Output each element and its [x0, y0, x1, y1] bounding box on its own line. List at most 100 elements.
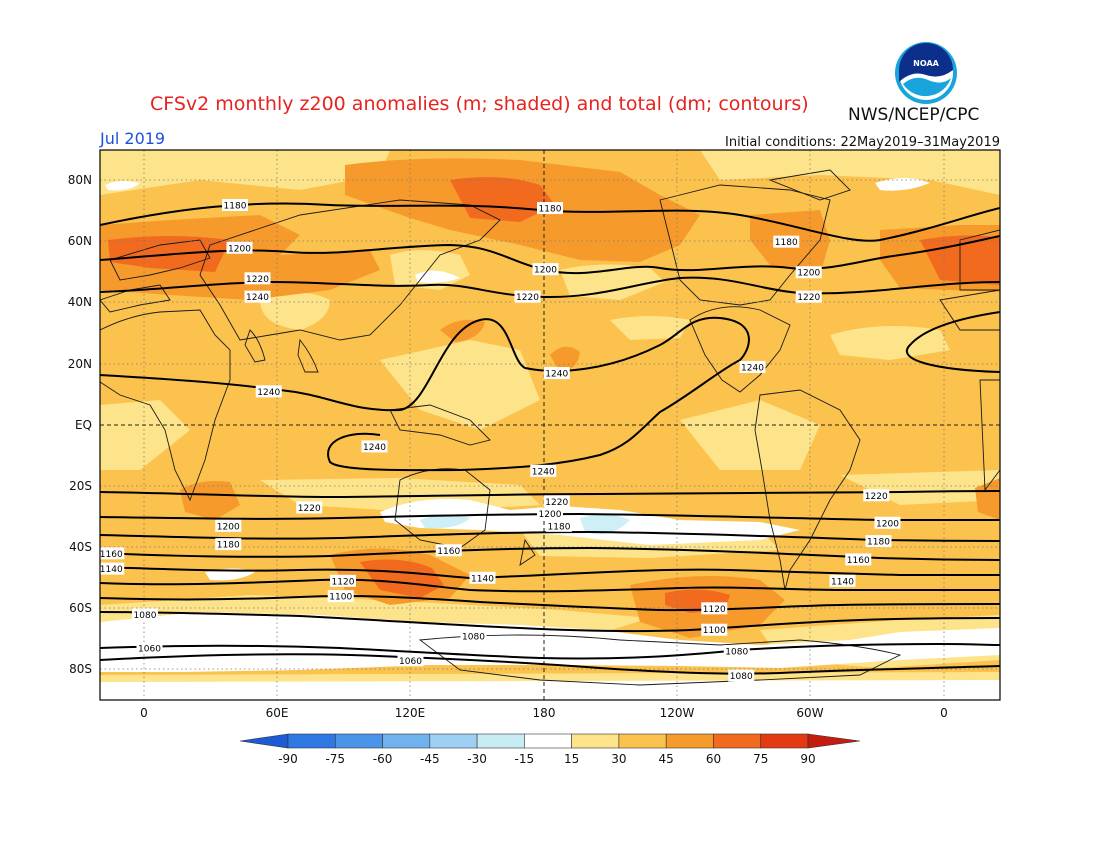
contour-label: 1200	[532, 263, 559, 276]
lon-tick-label: 120E	[395, 706, 426, 720]
colorbar-tick-label: 75	[753, 752, 768, 766]
colorbar-segment	[429, 733, 478, 749]
lon-tick-label: 60W	[796, 706, 823, 720]
chart-title: CFSv2 monthly z200 anomalies (m; shaded)…	[150, 93, 809, 115]
contour-label: 1160	[98, 547, 125, 560]
lat-tick-label: 80N	[68, 173, 92, 187]
contour-label: 1100	[701, 623, 728, 636]
contour-label: 1240	[255, 385, 282, 398]
colorbar-segment	[287, 733, 336, 749]
height-contours	[100, 202, 1000, 675]
contour-label: 1080	[132, 608, 158, 621]
contour-label: 1240	[530, 464, 557, 477]
colorbar-segment	[382, 733, 431, 749]
contour-label: 1220	[795, 290, 822, 303]
colorbar-segment	[571, 733, 620, 749]
svg-text:1180: 1180	[867, 538, 890, 548]
svg-text:1160: 1160	[847, 556, 870, 566]
lon-axis: 0 60E 120E 180 120W 60W 0	[140, 706, 948, 720]
contour-label: 1180	[215, 538, 242, 551]
svg-text:1120: 1120	[332, 577, 355, 587]
colorbar-segment	[665, 733, 714, 749]
svg-text:1100: 1100	[329, 593, 352, 603]
contour-label: 1220	[296, 501, 323, 514]
svg-text:1240: 1240	[363, 443, 386, 453]
svg-text:1140: 1140	[471, 574, 494, 584]
svg-text:1180: 1180	[217, 541, 240, 551]
svg-text:1080: 1080	[725, 648, 748, 658]
contour-label: 1180	[537, 202, 563, 215]
svg-text:1160: 1160	[100, 550, 123, 560]
contour-label: 1240	[361, 440, 388, 453]
svg-text:1180: 1180	[548, 522, 571, 532]
contour-label: 1240	[244, 290, 271, 303]
svg-text:1060: 1060	[138, 645, 161, 655]
svg-text:1140: 1140	[831, 577, 854, 587]
lon-tick-label: 120W	[660, 706, 695, 720]
svg-text:1220: 1220	[246, 275, 269, 285]
contour-label: 1220	[863, 489, 890, 502]
contour-label: 1060	[397, 654, 424, 667]
contour-label: 1200	[874, 516, 901, 529]
svg-text:1180: 1180	[224, 202, 247, 212]
contour-label: 1200	[795, 266, 822, 279]
lon-tick-label: 0	[940, 706, 948, 720]
colorbar-segment	[476, 733, 525, 749]
svg-text:1060: 1060	[399, 657, 422, 667]
colorbar: -90 -75 -60 -45 -30 -15 15 30 45 60 75 90	[239, 733, 861, 766]
svg-text:1200: 1200	[228, 244, 251, 254]
contour-label: 1220	[244, 272, 271, 285]
contour-label: 1080	[460, 629, 487, 642]
lat-axis: 80N 60N 40N 20N EQ 20S 40S 60S 80S	[68, 173, 92, 676]
svg-text:1240: 1240	[532, 467, 555, 477]
colorbar-segment	[524, 733, 572, 749]
svg-text:1220: 1220	[865, 492, 888, 502]
svg-text:1200: 1200	[534, 266, 557, 276]
contour-label: 1100	[327, 590, 354, 603]
colorbar-tick-label: 45	[659, 752, 674, 766]
lon-tick-label: 60E	[266, 706, 289, 720]
svg-text:NOAA: NOAA	[913, 59, 939, 68]
contour-label: 1120	[701, 602, 728, 615]
map-panel: 1180 1180 1180 1200 1200 1200 1220 1220 1220 1240…	[98, 149, 1001, 701]
contour-label: 1080	[728, 669, 755, 682]
svg-text:1140: 1140	[100, 565, 123, 575]
svg-text:1180: 1180	[775, 238, 798, 248]
svg-text:1220: 1220	[797, 293, 820, 303]
contour-label: 1180	[546, 519, 572, 532]
colorbar-segment	[334, 733, 383, 749]
contour-labels: 1180 1180 1180 1200 1200 1200 1220 1220 1220 1240…	[98, 199, 901, 682]
colorbar-segment	[618, 733, 667, 749]
lat-tick-label: 40N	[68, 295, 92, 309]
contour-label: 1060	[136, 642, 163, 655]
lat-tick-label: 80S	[69, 662, 92, 676]
contour-label: 1160	[435, 544, 462, 557]
svg-text:1200: 1200	[876, 519, 899, 529]
contour-label: 1180	[865, 535, 892, 548]
lon-tick-label: 0	[140, 706, 148, 720]
svg-text:1220: 1220	[298, 504, 321, 514]
colorbar-tick-label: -30	[467, 752, 487, 766]
svg-text:1240: 1240	[741, 363, 764, 373]
contour-label: 1200	[226, 241, 253, 254]
contour-label: 1220	[514, 290, 541, 303]
map-frame	[99, 149, 1001, 701]
svg-text:1080: 1080	[730, 672, 753, 682]
contour-label: 1080	[723, 645, 750, 658]
lat-tick-label: 20N	[68, 357, 92, 371]
contour-label: 1200	[537, 507, 563, 520]
svg-text:1200: 1200	[539, 510, 562, 520]
contour-label: 1240	[739, 360, 766, 373]
colorbar-tick-label: -45	[420, 752, 440, 766]
colorbar-segment	[760, 733, 809, 749]
colorbar-tick-label: -90	[278, 752, 298, 766]
svg-text:1220: 1220	[516, 293, 539, 303]
colorbar-left-arrow	[239, 733, 289, 749]
month-label: Jul 2019	[99, 129, 165, 148]
lat-tick-label: EQ	[75, 418, 92, 432]
svg-text:1080: 1080	[134, 611, 157, 621]
initial-conditions-label: Initial conditions: 22May2019–31May2019	[725, 135, 1000, 150]
svg-text:1240: 1240	[246, 293, 269, 303]
lon-tick-label: 180	[533, 706, 556, 720]
